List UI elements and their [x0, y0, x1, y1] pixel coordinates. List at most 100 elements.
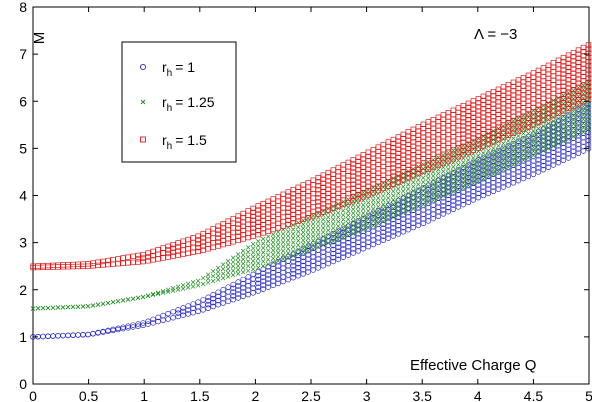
data-point: [355, 179, 361, 185]
data-point: [330, 184, 336, 190]
data-point: [491, 154, 496, 160]
data-point: [581, 117, 586, 122]
data-point: [356, 200, 361, 206]
data-point: [480, 171, 487, 178]
data-point: [585, 105, 592, 111]
data-point: [255, 211, 261, 217]
data-point: [575, 55, 582, 61]
data-point: [575, 137, 582, 143]
data-point: [215, 223, 221, 229]
data-point: [376, 212, 381, 218]
data-point: [285, 197, 291, 203]
data-point: [485, 112, 492, 118]
data-point: [490, 130, 497, 137]
data-point: [561, 118, 566, 123]
data-point: [346, 225, 351, 230]
data-point: [365, 239, 372, 245]
data-point: [280, 235, 286, 241]
data-point: [315, 265, 321, 271]
data-point: [395, 167, 401, 173]
data-point: [356, 204, 361, 210]
data-point: [290, 231, 296, 237]
data-point: [195, 283, 201, 288]
data-point: [210, 303, 216, 310]
data-point: [290, 187, 296, 193]
data-point: [546, 121, 551, 126]
data-point: [320, 172, 326, 178]
data-point: [386, 191, 391, 196]
data-point: [586, 101, 591, 107]
data-point: [490, 122, 497, 128]
data-point: [525, 160, 532, 166]
data-point: [416, 182, 421, 187]
data-point: [245, 249, 251, 255]
data-point: [385, 227, 392, 233]
data-point: [475, 190, 482, 197]
data-point: [120, 260, 126, 266]
data-point: [465, 191, 472, 197]
data-point: [185, 285, 191, 290]
data-point: [576, 132, 581, 137]
data-point: [340, 162, 346, 168]
data-point: [295, 251, 301, 257]
data-point: [526, 151, 531, 156]
data-point: [285, 237, 291, 243]
data-point: [585, 84, 592, 90]
data-point: [250, 209, 256, 216]
data-point: [481, 176, 486, 182]
y-tick-label: 2: [19, 282, 27, 298]
data-point: [310, 267, 316, 273]
data-point: [496, 152, 501, 157]
data-point: [220, 262, 226, 267]
data-point: [230, 272, 236, 278]
data-point: [526, 155, 531, 161]
data-point: [45, 262, 51, 269]
data-point: [150, 320, 156, 326]
data-point: [325, 219, 331, 224]
data-point: [570, 54, 577, 60]
data-point: [456, 183, 461, 188]
data-point: [406, 191, 411, 196]
data-point: [471, 155, 476, 161]
data-point: [521, 117, 526, 123]
data-point: [490, 188, 497, 195]
data-point: [465, 104, 471, 111]
data-point: [405, 133, 411, 139]
data-point: [160, 255, 166, 261]
data-point: [105, 300, 111, 306]
data-point: [485, 95, 492, 101]
data-point: [460, 193, 467, 200]
data-point: [285, 201, 291, 207]
data-point: [215, 297, 221, 304]
data-point: [525, 151, 532, 158]
data-point: [405, 214, 412, 220]
data-point: [390, 233, 397, 239]
data-point: [330, 188, 336, 194]
data-point: [305, 248, 311, 253]
data-point: [215, 265, 221, 271]
data-point: [560, 67, 567, 73]
data-point: [471, 159, 476, 165]
data-point: [260, 217, 266, 224]
data-point: [341, 221, 346, 227]
data-point: [470, 110, 477, 116]
data-point: [290, 263, 296, 269]
data-point: [531, 153, 536, 158]
data-point: [240, 227, 246, 234]
data-point: [541, 132, 546, 137]
data-point: [520, 144, 527, 151]
data-point: [531, 145, 536, 150]
data-point: [325, 236, 331, 242]
data-point: [440, 195, 447, 201]
data-point: [475, 112, 482, 118]
data-point: [586, 110, 591, 115]
data-point: [411, 202, 416, 207]
data-point: [500, 145, 507, 151]
data-point: [460, 189, 467, 195]
data-point: [446, 158, 451, 164]
data-point: [415, 218, 422, 224]
data-point: [531, 112, 536, 117]
data-point: [315, 247, 321, 253]
data-point: [565, 138, 572, 144]
data-point: [561, 130, 566, 136]
